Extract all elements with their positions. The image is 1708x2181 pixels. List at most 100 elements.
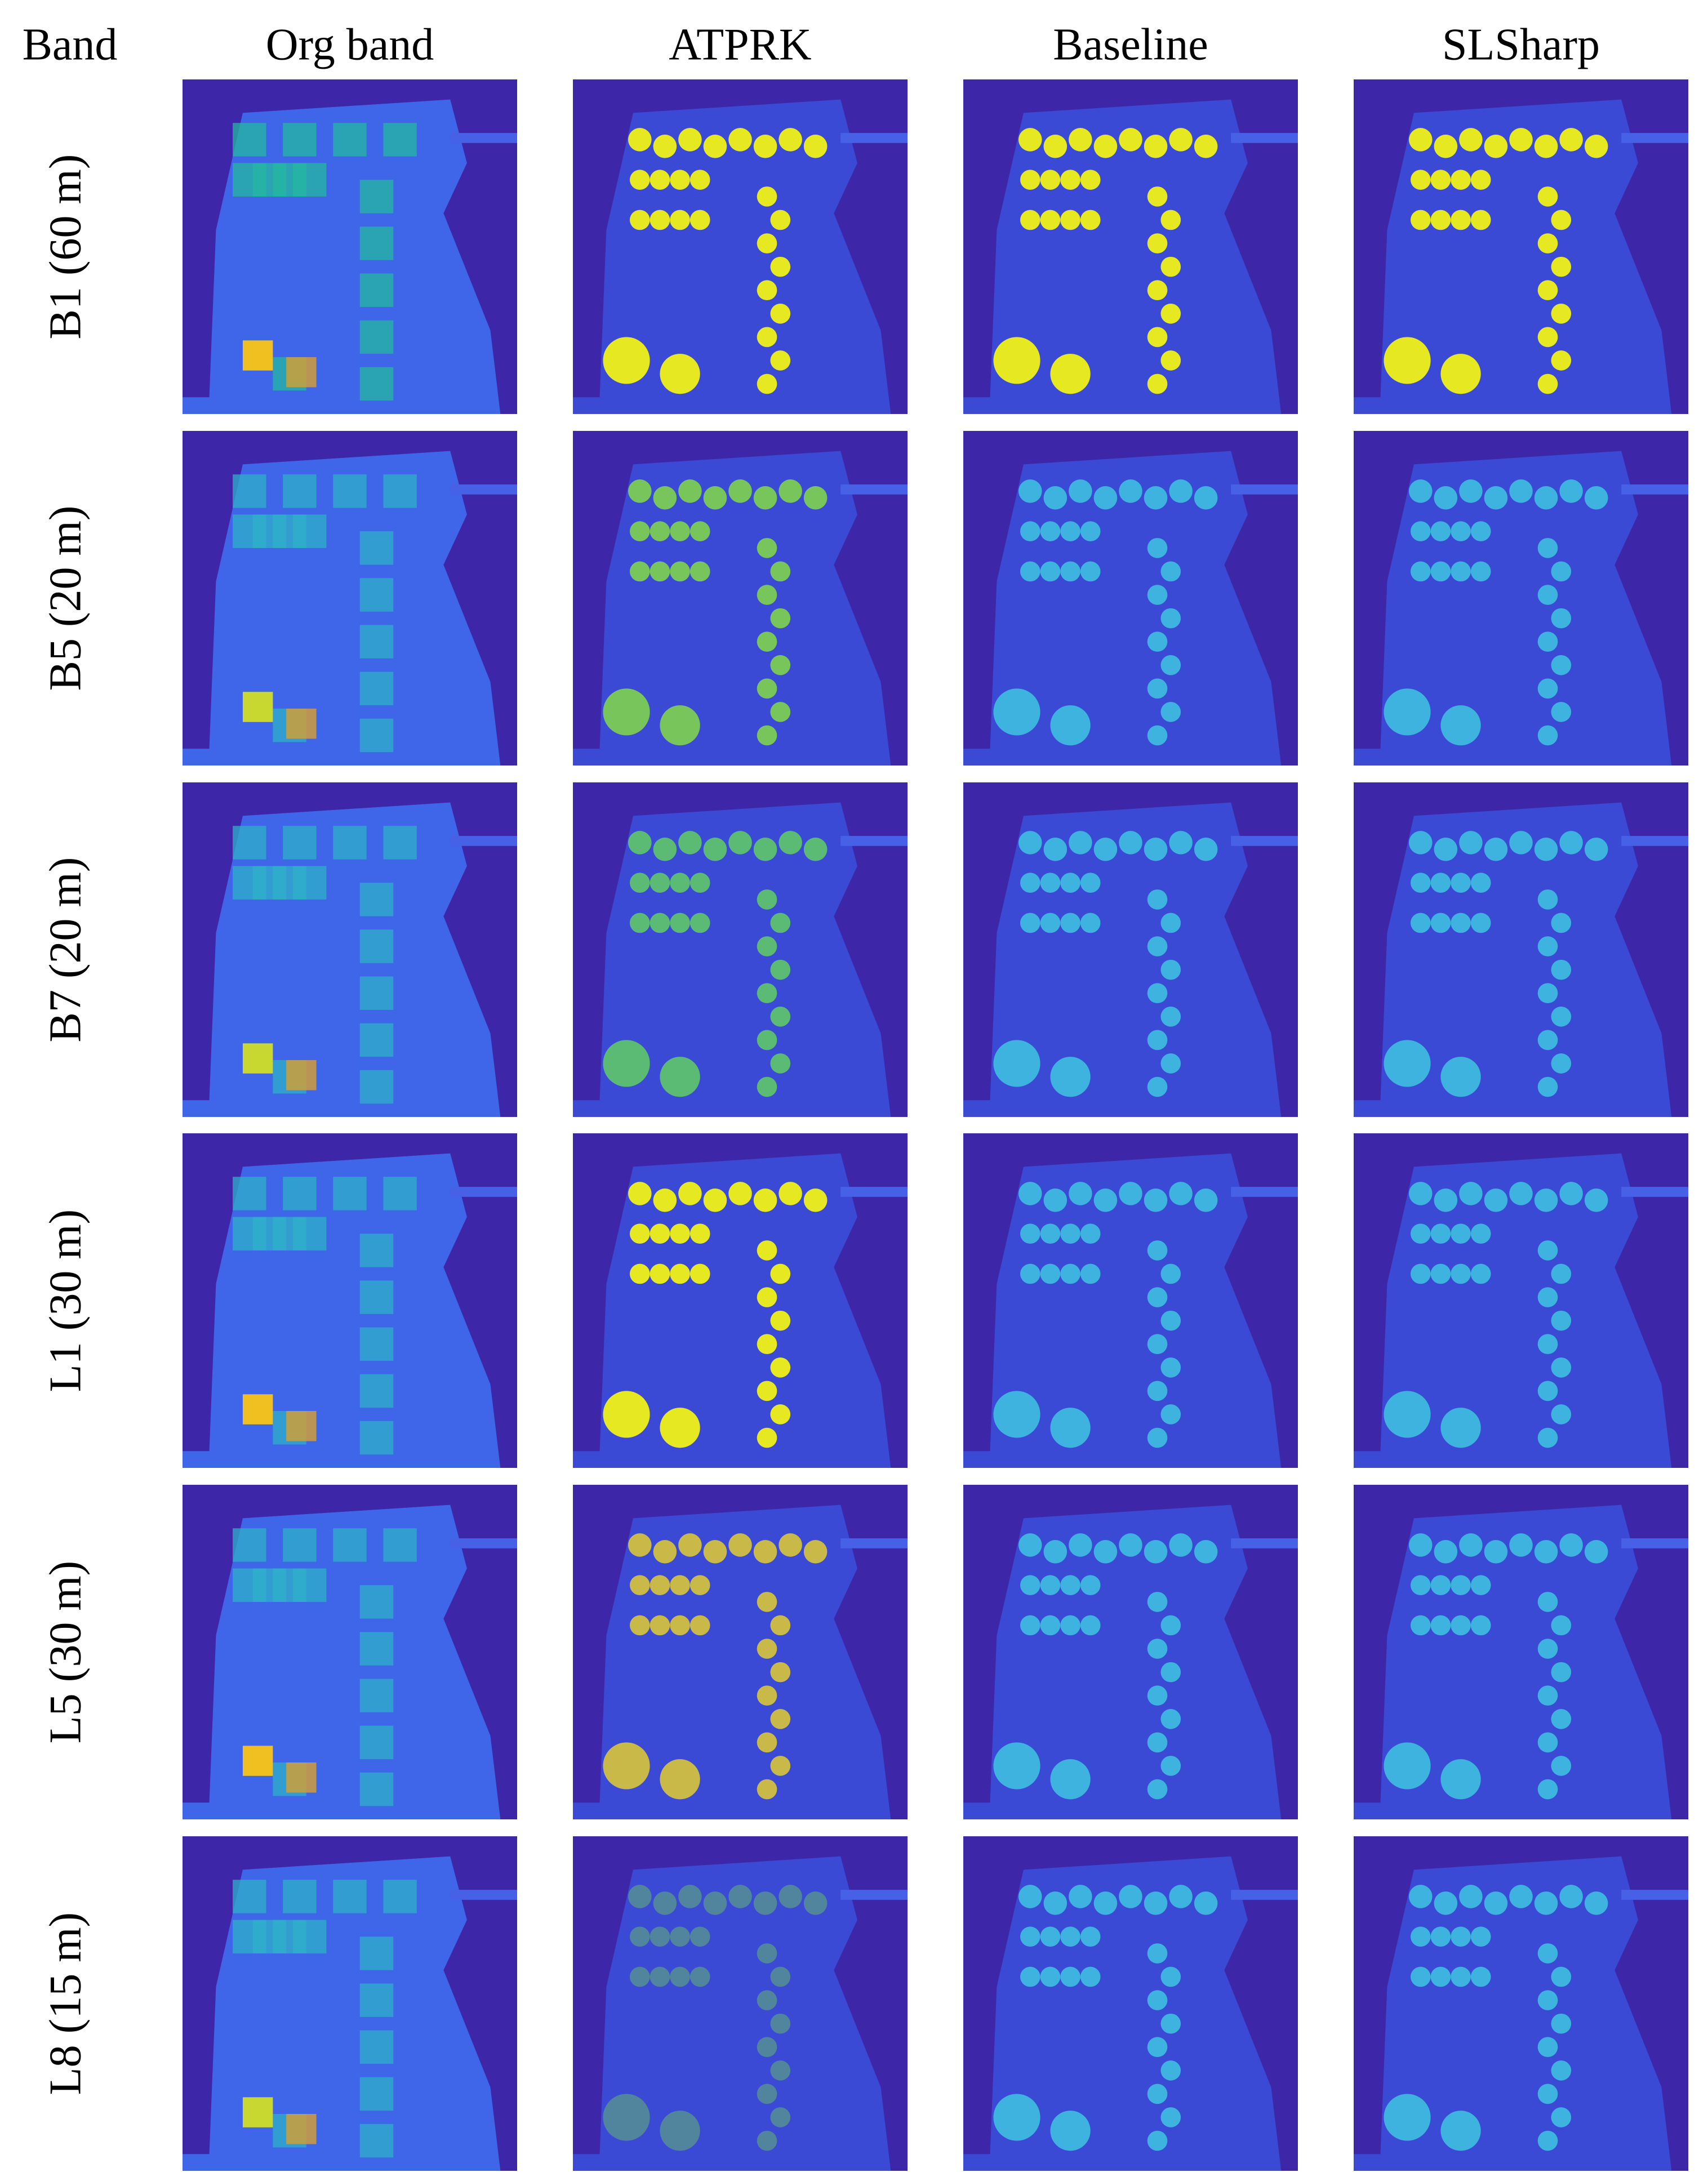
bright-spot	[1409, 831, 1433, 854]
bright-spot	[650, 1615, 670, 1636]
bright-spot	[670, 873, 690, 893]
bright-spot	[670, 1263, 690, 1284]
bright-spot	[1147, 889, 1168, 910]
bright-spot	[1169, 831, 1193, 854]
bright-spot	[629, 873, 650, 893]
pixel-block	[383, 123, 417, 157]
bright-spot	[757, 1592, 777, 1612]
bright-spot	[757, 936, 777, 956]
column-header: ATPRK	[669, 20, 811, 69]
bright-spot	[1410, 1575, 1431, 1596]
bright-spot	[993, 1040, 1040, 1087]
bright-spot	[779, 479, 802, 503]
bright-spot	[1194, 1891, 1218, 1915]
image-panel	[963, 79, 1298, 414]
bright-spot	[1537, 1990, 1558, 2010]
bright-spot	[1147, 1990, 1168, 2010]
bright-spot	[757, 725, 777, 746]
bright-spot	[670, 170, 690, 190]
bright-spot	[1093, 486, 1118, 510]
bright-spot	[1060, 210, 1080, 230]
bright-spot	[670, 1575, 690, 1596]
bright-spot	[690, 561, 710, 582]
bright-spot	[1551, 303, 1572, 324]
bright-spot	[1484, 135, 1508, 158]
bright-spot	[1459, 128, 1483, 152]
bright-spot	[1484, 1189, 1508, 1212]
bright-spot	[1147, 585, 1168, 605]
bright-spot	[1430, 1926, 1451, 1947]
bright-spot	[670, 913, 690, 933]
bright-spot	[1040, 1615, 1061, 1636]
bright-spot	[1551, 1006, 1572, 1027]
bright-spot	[1470, 1575, 1491, 1596]
bright-spot	[1020, 1223, 1040, 1244]
image-panel	[183, 782, 517, 1117]
bright-spot	[993, 1391, 1040, 1438]
bright-spot	[650, 1575, 670, 1596]
bright-spot	[1147, 1427, 1168, 1448]
bright-spot	[678, 831, 702, 854]
bright-spot	[993, 2094, 1040, 2141]
pixel-block	[233, 123, 266, 157]
image-panel	[573, 1836, 908, 2171]
bright-spot	[1020, 1615, 1040, 1636]
bright-spot	[1147, 1240, 1168, 1261]
bright-spot	[660, 354, 700, 394]
bright-spot	[1144, 135, 1168, 158]
road	[840, 1890, 908, 1900]
bright-spot	[1537, 2084, 1558, 2104]
bright-spot	[690, 1223, 710, 1244]
bright-spot	[770, 210, 791, 230]
bright-spot	[1147, 186, 1168, 207]
bright-spot	[757, 983, 777, 1004]
road	[1621, 484, 1688, 495]
bright-spot	[1020, 561, 1040, 582]
bright-spot	[670, 1966, 690, 1987]
bright-spot	[670, 1926, 690, 1947]
pixel-block	[359, 320, 394, 354]
bright-spot	[1080, 1575, 1101, 1596]
bright-spot	[629, 521, 650, 542]
bright-spot	[770, 702, 791, 722]
bright-spot	[1160, 1263, 1181, 1284]
bright-spot	[1050, 354, 1091, 394]
image-panel	[573, 79, 908, 414]
pixel-block	[333, 474, 367, 508]
pixel-block	[359, 2077, 394, 2111]
bright-spot	[757, 1779, 777, 1800]
bright-spot	[690, 873, 710, 893]
bright-spot	[629, 1966, 650, 1987]
bright-spot	[1484, 838, 1508, 861]
bright-spot	[1018, 128, 1042, 152]
bright-spot	[1147, 983, 1168, 1004]
bright-spot	[1459, 1533, 1483, 1557]
pixel-block	[293, 1920, 327, 1953]
row-label: B5 (20 m)	[41, 506, 90, 691]
bright-spot	[1069, 831, 1092, 854]
bright-spot	[628, 1885, 652, 1908]
bright-spot	[1040, 873, 1061, 893]
bright-spot	[629, 561, 650, 582]
bright-spot	[1537, 538, 1558, 558]
road	[840, 1187, 908, 1197]
bright-spot	[1551, 2013, 1572, 2034]
bright-spot	[628, 831, 652, 854]
bright-spot	[1160, 210, 1181, 230]
row-label: L1 (30 m)	[41, 1209, 90, 1392]
bright-spot	[993, 1742, 1040, 1790]
pixel-block	[333, 1528, 367, 1562]
bright-spot	[1484, 486, 1508, 510]
road	[840, 836, 908, 846]
bright-spot	[1537, 1381, 1558, 1401]
bright-spot	[1470, 561, 1491, 582]
bright-spot	[1410, 521, 1431, 542]
bright-spot	[650, 1263, 670, 1284]
bright-spot	[1551, 1263, 1572, 1284]
bright-spot	[703, 135, 727, 158]
bright-spot	[660, 705, 700, 746]
bright-spot	[1119, 1182, 1142, 1205]
bright-spot	[1160, 1756, 1181, 1776]
bright-spot	[1430, 1575, 1451, 1596]
bright-spot	[1040, 1926, 1061, 1947]
